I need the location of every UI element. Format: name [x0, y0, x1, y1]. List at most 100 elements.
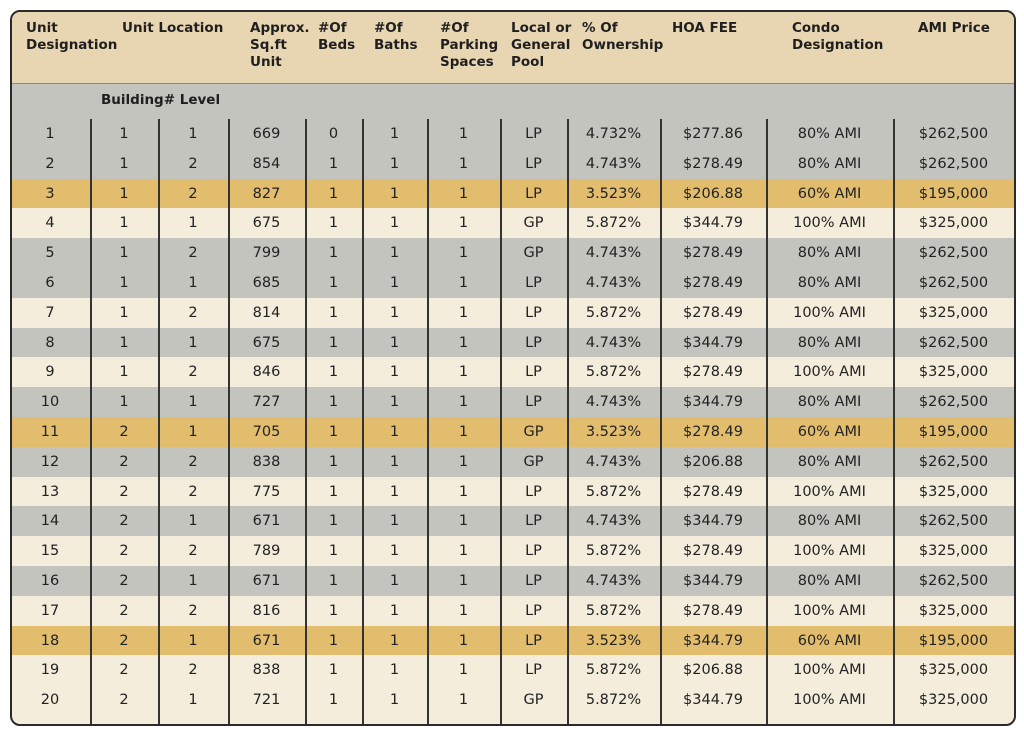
cell: 8 [45, 334, 55, 351]
row-band [12, 625, 1014, 656]
cell: LP [525, 155, 542, 172]
cell: 1 [458, 304, 469, 321]
cell: 1 [389, 692, 400, 709]
cell: 2 [188, 364, 198, 381]
cell: 3 [45, 185, 55, 202]
cell: 1 [389, 275, 400, 291]
row-band [12, 685, 1014, 715]
header-band [12, 12, 1014, 84]
cell: 827 [252, 185, 281, 202]
cell: 1 [458, 155, 469, 172]
cell: 816 [252, 602, 281, 619]
cell: 1 [328, 304, 339, 321]
cell: $206.88 [683, 185, 743, 202]
cell: 60% AMI [797, 185, 862, 202]
cell: $344.79 [683, 215, 743, 232]
cell: $278.49 [683, 543, 743, 560]
cell: 2 [188, 304, 198, 321]
cell: 1 [328, 394, 339, 411]
cell: 721 [252, 692, 281, 709]
cell: 4.732% [585, 126, 642, 142]
cell: 1 [458, 692, 469, 709]
cell: 1 [458, 275, 469, 291]
cell: 1 [389, 155, 400, 172]
cell: $278.49 [683, 304, 743, 321]
cell: 4.743% [585, 275, 642, 291]
cell: 100% AMI [793, 543, 866, 560]
cell: 4.743% [585, 334, 642, 351]
cell: 1 [389, 364, 400, 381]
row-band [12, 238, 1014, 268]
cell: $344.79 [683, 632, 743, 649]
cell: 1 [458, 245, 469, 262]
cell: 80% AMI [797, 513, 862, 530]
column-divider [228, 119, 230, 724]
cell: 685 [252, 275, 281, 291]
cell: 671 [252, 573, 281, 589]
cell: 1 [188, 126, 198, 142]
cell: LP [525, 394, 542, 411]
cell: 1 [458, 215, 469, 232]
cell: 19 [40, 662, 60, 679]
cell: $262,500 [918, 573, 989, 589]
cell: 3.523% [585, 632, 642, 649]
column-header: % Of Ownership [582, 20, 664, 53]
cell: 7 [45, 304, 55, 321]
cell: 1 [188, 275, 198, 291]
cell: 0 [328, 126, 339, 142]
subheader-band [12, 84, 1014, 121]
cell: 80% AMI [797, 126, 862, 142]
cell: 5.872% [585, 543, 642, 560]
cell: 799 [252, 245, 281, 262]
cell: $344.79 [683, 573, 743, 589]
cell: 814 [252, 304, 281, 321]
cell: 1 [328, 245, 339, 262]
column-divider [766, 119, 768, 724]
cell: 846 [252, 364, 281, 381]
cell: 9 [45, 364, 55, 381]
cell: 2 [119, 483, 129, 500]
cell: 1 [119, 215, 129, 232]
cell: GP [523, 424, 544, 440]
cell: 2 [188, 483, 198, 500]
row-band [12, 655, 1014, 686]
cell: 1 [328, 483, 339, 500]
cell: 1 [389, 394, 400, 411]
cell: 1 [389, 573, 400, 589]
cell: 5.872% [585, 215, 642, 232]
cell: 1 [119, 275, 129, 291]
cell: 5.872% [585, 304, 642, 321]
cell: 1 [458, 126, 469, 142]
cell: 1 [119, 245, 129, 262]
column-header: Local or General Pool [511, 20, 572, 70]
cell: 671 [252, 513, 281, 530]
cell: 1 [188, 692, 198, 709]
cell: $278.49 [683, 275, 743, 291]
row-band [12, 119, 1014, 149]
cell: 100% AMI [793, 215, 866, 232]
table: Building# Level Unit Designation Unit Loc… [10, 10, 1016, 726]
column-header: #Of Parking Spaces [440, 20, 499, 70]
cell: 1 [458, 632, 469, 649]
cell: 1 [458, 364, 469, 381]
cell: LP [525, 632, 542, 649]
cell: GP [523, 245, 544, 262]
cell: $325,000 [918, 304, 989, 321]
cell: $206.88 [683, 453, 743, 470]
cell: $277.86 [683, 126, 743, 142]
cell: LP [525, 543, 542, 560]
column-divider [660, 119, 662, 724]
cell: 2 [119, 424, 129, 440]
cell: 1 [328, 573, 339, 589]
cell: LP [525, 334, 542, 351]
cell: 1 [458, 602, 469, 619]
cell: 16 [40, 573, 60, 589]
column-divider [427, 119, 429, 724]
cell: 1 [389, 662, 400, 679]
column-header: Approx. Sq.ft Unit [250, 20, 310, 70]
cell: 1 [389, 424, 400, 440]
cell: 3.523% [585, 424, 642, 440]
row-band [12, 148, 1014, 179]
cell: 13 [40, 483, 60, 500]
cell: 12 [40, 453, 60, 470]
